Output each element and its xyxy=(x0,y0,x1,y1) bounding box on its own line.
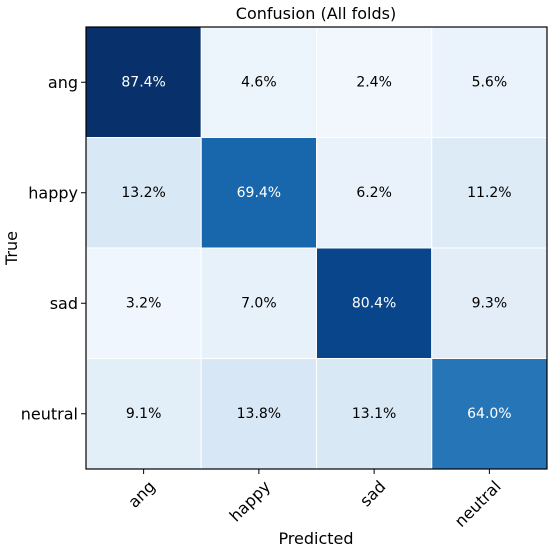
heatmap-cell xyxy=(200,26,317,138)
x-tick-label: happy xyxy=(226,477,275,526)
heatmap-cells xyxy=(85,26,548,470)
x-tick-label: ang xyxy=(124,477,159,512)
heatmap-cell-label: 4.6% xyxy=(241,74,277,90)
y-tick-label: happy xyxy=(28,183,78,202)
x-tick-label: sad xyxy=(356,477,389,510)
heatmap-cell-label: 2.4% xyxy=(356,74,392,90)
y-tick-label: ang xyxy=(48,73,78,92)
heatmap-cell xyxy=(431,26,548,138)
heatmap-cell xyxy=(200,247,317,359)
heatmap-cell-label: 87.4% xyxy=(121,74,165,90)
heatmap-cell-label: 69.4% xyxy=(237,185,281,201)
x-tick-label: neutral xyxy=(451,477,505,531)
heatmap-cell-label: 6.2% xyxy=(356,185,392,201)
heatmap-cell-labels: 87.4% 4.6% 2.4% 5.6% 13.2% 69.4% 6.2% 11.2% 3.2%… xyxy=(121,74,511,422)
heatmap-cell-label: 13.1% xyxy=(352,406,396,422)
heatmap-cell xyxy=(85,26,202,138)
heatmap-cell-label: 64.0% xyxy=(467,406,511,422)
heatmap-cell-label: 7.0% xyxy=(241,295,277,311)
y-tick-label: neutral xyxy=(21,404,78,423)
chart-title: Confusion (All folds) xyxy=(236,4,396,23)
x-axis-label: Predicted xyxy=(278,529,353,548)
x-axis-ticks: ang happy sad neutral xyxy=(124,469,505,531)
heatmap-cell-label: 9.3% xyxy=(472,295,508,311)
heatmap-cell-label: 3.2% xyxy=(126,295,162,311)
plot-frame xyxy=(85,26,548,470)
heatmap-cell xyxy=(431,247,548,359)
heatmap-cell xyxy=(200,358,317,470)
heatmap-cell xyxy=(431,137,548,249)
heatmap-cell-label: 9.1% xyxy=(126,406,162,422)
heatmap-cell-label: 13.2% xyxy=(121,185,165,201)
heatmap-cell xyxy=(316,358,433,470)
y-tick-label: sad xyxy=(50,294,78,313)
heatmap-cell-label: 11.2% xyxy=(467,185,511,201)
heatmap-cell xyxy=(431,358,548,470)
y-axis-ticks: ang happy sad neutral xyxy=(21,73,86,423)
heatmap-cell-label: 5.6% xyxy=(472,74,508,90)
heatmap-cell xyxy=(200,137,317,249)
y-axis-label: True xyxy=(2,231,21,266)
heatmap-cell xyxy=(85,137,202,249)
heatmap-cell-label: 80.4% xyxy=(352,295,396,311)
heatmap-cell-label: 13.8% xyxy=(237,406,281,422)
heatmap-cell xyxy=(85,358,202,470)
